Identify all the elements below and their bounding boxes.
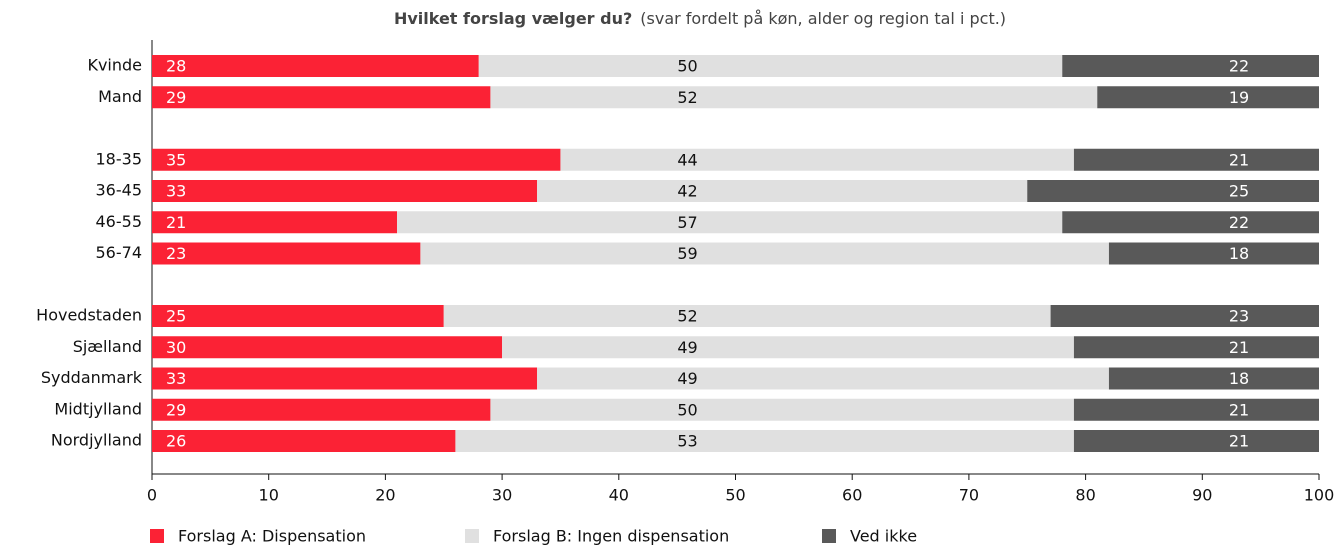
bar-segment [1027, 180, 1319, 202]
bar-segment [443, 305, 1051, 327]
y-tick-label: Sjælland [73, 337, 142, 356]
bar-segment [152, 398, 491, 421]
bar-segment [152, 148, 561, 171]
bar-segment [478, 55, 1063, 77]
data-label: 29 [166, 88, 186, 107]
bar-segment [560, 148, 1074, 171]
data-label: 49 [677, 338, 697, 357]
y-tick-label: Hovedstaden [36, 306, 142, 325]
data-label: 21 [1229, 150, 1249, 169]
y-tick-label: 46-55 [96, 212, 143, 231]
x-tick-label: 10 [259, 486, 279, 505]
data-label: 21 [1229, 338, 1249, 357]
bar-segment [152, 55, 479, 77]
bar-segment [1062, 55, 1319, 77]
data-label: 50 [677, 400, 697, 419]
data-label: 29 [166, 400, 186, 419]
y-tick-label: 18-35 [96, 149, 143, 168]
bar-segment [1073, 336, 1319, 359]
data-label: 22 [1229, 57, 1249, 76]
bar-segment [1050, 305, 1319, 327]
y-tick-label: 36-45 [96, 181, 143, 200]
chart-heading: Hvilket forslag vælger du? (svar fordelt … [394, 9, 1006, 28]
data-label: 26 [166, 432, 186, 451]
bar-segment [152, 180, 538, 202]
data-label: 22 [1229, 213, 1249, 232]
bar-segment [152, 305, 444, 327]
y-tick-label: Kvinde [87, 56, 142, 75]
bar-segment [397, 211, 1063, 234]
data-label: 59 [677, 244, 697, 263]
bar-segment [152, 336, 503, 359]
bar-segment [1108, 367, 1319, 390]
data-label: 25 [166, 307, 186, 326]
data-label: 33 [166, 369, 186, 388]
data-label: 23 [166, 244, 186, 263]
x-tick-label: 100 [1304, 486, 1335, 505]
bar-segment [502, 336, 1074, 359]
bar-segment [152, 430, 456, 452]
x-tick-label: 40 [609, 486, 629, 505]
data-label: 25 [1229, 182, 1249, 201]
y-tick-label: Syddanmark [41, 368, 143, 387]
legend-label: Forslag A: Dispensation [178, 527, 366, 546]
bar-segment [537, 180, 1028, 202]
x-tick-label: 20 [375, 486, 395, 505]
data-label: 23 [1229, 307, 1249, 326]
data-label: 44 [677, 150, 697, 169]
chart-title: Hvilket forslag vælger du? [394, 9, 632, 28]
bar-segment [152, 242, 421, 265]
legend-swatch [465, 529, 479, 543]
y-tick-label: 56-74 [96, 243, 143, 262]
bar-segment [490, 86, 1098, 109]
data-label: 52 [677, 307, 697, 326]
bar-segment [1073, 398, 1319, 421]
x-tick-label: 60 [842, 486, 862, 505]
bar-segment [537, 367, 1109, 390]
data-label: 21 [166, 213, 186, 232]
x-tick-label: 90 [1192, 486, 1212, 505]
bar-segment [152, 211, 398, 234]
data-label: 57 [677, 213, 697, 232]
bar-segment [490, 398, 1074, 421]
bar-segment [1073, 148, 1319, 171]
x-tick-label: 0 [147, 486, 157, 505]
data-label: 21 [1229, 432, 1249, 451]
legend-swatch [150, 529, 164, 543]
y-tick-label: Nordjylland [51, 431, 142, 450]
bar-segment [1097, 86, 1319, 109]
bar-segment [1062, 211, 1319, 234]
y-tick-label: Midtjylland [54, 399, 142, 418]
bar-segment [1073, 430, 1319, 452]
y-tick-label: Mand [98, 87, 142, 106]
data-label: 28 [166, 57, 186, 76]
data-label: 18 [1229, 244, 1249, 263]
data-label: 35 [166, 150, 186, 169]
x-tick-label: 80 [1075, 486, 1095, 505]
data-label: 33 [166, 182, 186, 201]
legend-label: Ved ikke [850, 527, 917, 546]
data-label: 42 [677, 182, 697, 201]
bar-segment [1108, 242, 1319, 265]
bar-segment [152, 367, 538, 390]
bar-segment [455, 430, 1074, 452]
legend-swatch [822, 529, 836, 543]
x-tick-label: 30 [492, 486, 512, 505]
bar-segment [152, 86, 491, 109]
chart-subtitle: (svar fordelt på køn, alder og region ta… [640, 9, 1006, 28]
data-label: 18 [1229, 369, 1249, 388]
data-label: 53 [677, 432, 697, 451]
data-label: 19 [1229, 88, 1249, 107]
legend-label: Forslag B: Ingen dispensation [493, 527, 729, 546]
x-tick-label: 70 [959, 486, 979, 505]
data-label: 30 [166, 338, 186, 357]
data-label: 21 [1229, 400, 1249, 419]
data-label: 49 [677, 369, 697, 388]
bar-segment [420, 242, 1109, 265]
data-label: 50 [677, 57, 697, 76]
x-tick-label: 50 [725, 486, 745, 505]
data-label: 52 [677, 88, 697, 107]
